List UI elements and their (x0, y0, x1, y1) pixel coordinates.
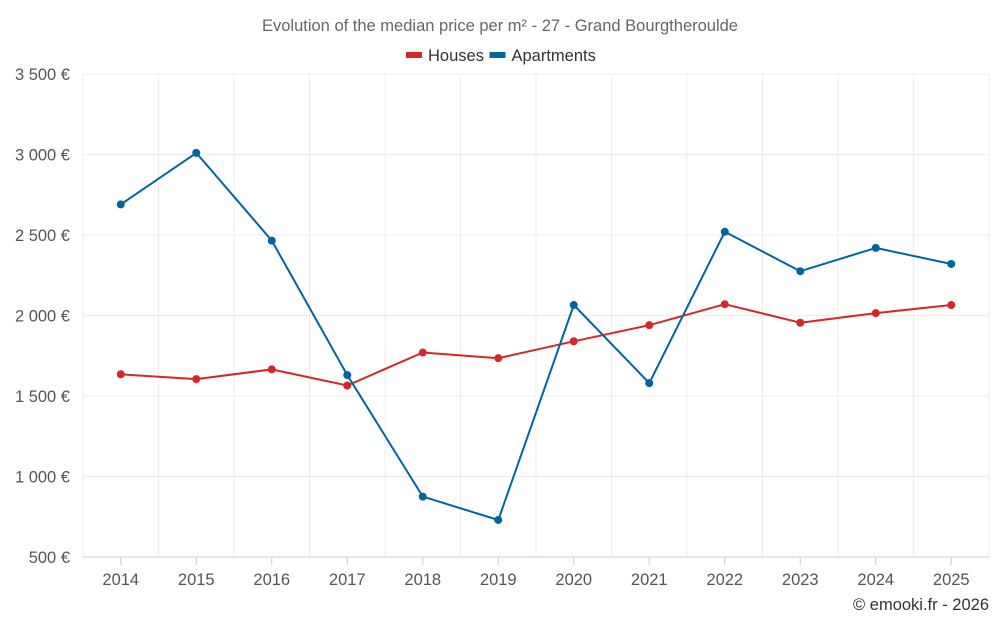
y-tick-label: 2 000 € (15, 308, 70, 326)
y-tick-label: 2 500 € (15, 227, 70, 245)
y-axis: 500 € 1 000 € 1 500 € 2 000 € 2 500 € 3 000 €… (15, 66, 70, 567)
x-tick-label: 2022 (706, 571, 743, 589)
x-tick-label: 2018 (404, 571, 441, 589)
legend-swatch-houses (406, 52, 422, 58)
data-point-apartments (569, 301, 578, 310)
data-point-apartments (947, 259, 956, 268)
data-point-houses (494, 354, 503, 363)
y-tick-label: 500 € (29, 549, 70, 567)
y-tick-label: 1 000 € (15, 469, 70, 487)
x-axis: 2014 2015 2016 2017 2018 2019 2020 2021 2022 2023… (83, 556, 989, 589)
data-point-houses (267, 365, 276, 374)
data-point-apartments (796, 267, 805, 276)
x-tick-label: 2016 (253, 571, 290, 589)
data-point-houses (192, 375, 201, 384)
data-point-houses (645, 321, 654, 330)
data-point-apartments (645, 379, 654, 388)
data-point-apartments (720, 227, 729, 236)
x-tick-label: 2021 (631, 571, 668, 589)
legend-swatch-apartments (489, 52, 506, 58)
series-layer (116, 148, 956, 524)
series-line-houses (120, 303, 952, 387)
data-point-houses (116, 370, 125, 379)
chart-title: Evolution of the median price per m² - 2… (262, 17, 738, 35)
data-point-apartments (116, 200, 125, 209)
x-tick-label: 2025 (933, 571, 970, 589)
x-tick-label: 2014 (102, 571, 139, 589)
y-tick-label: 3 000 € (15, 147, 70, 165)
data-point-apartments (494, 515, 503, 524)
x-tick-label: 2024 (857, 571, 894, 589)
y-tick-label: 3 500 € (15, 66, 70, 84)
data-point-apartments (871, 243, 880, 252)
data-point-apartments (418, 492, 427, 501)
data-point-houses (569, 337, 578, 346)
data-point-apartments (267, 236, 276, 245)
legend-label-apartments: Apartments (512, 47, 596, 65)
legend-label-houses: Houses (428, 47, 484, 65)
x-tick-label: 2019 (480, 571, 517, 589)
y-tick-label: 1 500 € (15, 388, 70, 406)
data-point-houses (418, 348, 427, 357)
series-line-apartments (120, 151, 952, 521)
x-tick-label: 2020 (555, 571, 592, 589)
data-point-houses (947, 301, 956, 310)
data-point-houses (343, 381, 352, 390)
legend: Houses Apartments (406, 47, 596, 65)
data-point-apartments (192, 148, 201, 157)
data-point-houses (871, 309, 880, 318)
grid (82, 73, 990, 557)
x-tick-label: 2015 (178, 571, 215, 589)
data-point-apartments (343, 371, 352, 380)
x-tick-label: 2023 (782, 571, 819, 589)
credit-text: © emooki.fr - 2026 (853, 596, 989, 614)
data-point-houses (720, 300, 729, 309)
data-point-houses (796, 318, 805, 327)
x-tick-label: 2017 (329, 571, 366, 589)
